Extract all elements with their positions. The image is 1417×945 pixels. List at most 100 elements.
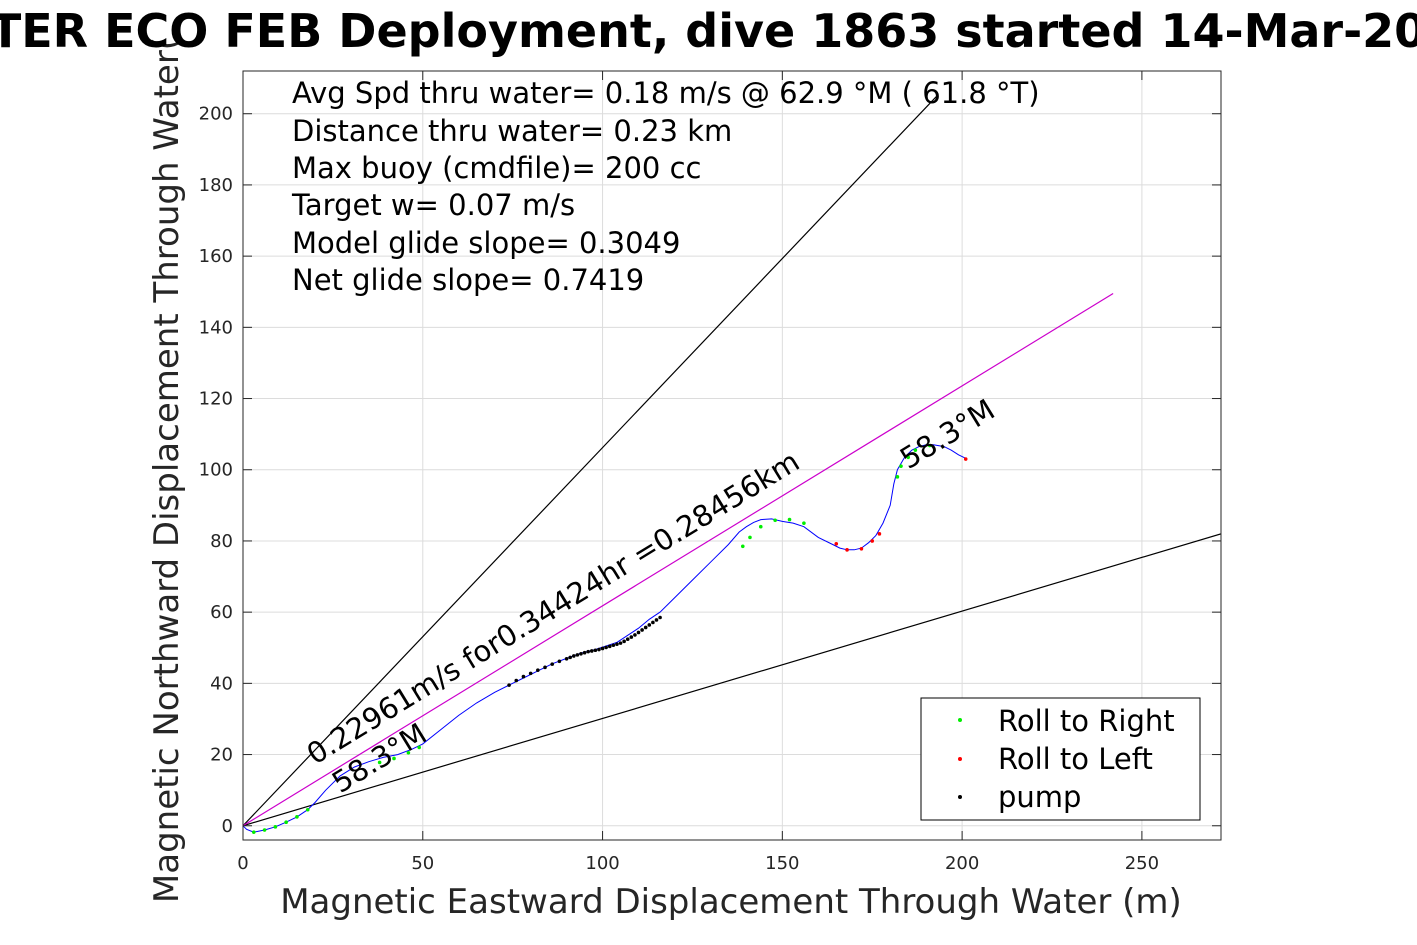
pump-point	[600, 646, 605, 651]
roll-right-point	[748, 535, 752, 540]
info-distance: Distance thru water= 0.23 km	[292, 114, 732, 148]
pump-point	[629, 635, 634, 639]
x-tick-label: 100	[585, 853, 619, 874]
pump-point	[607, 644, 612, 649]
pump-point	[636, 630, 641, 635]
lower-bound-line	[243, 533, 1221, 827]
legend-marker-pump	[958, 795, 962, 799]
x-tick-label: 50	[411, 853, 434, 874]
roll-right-point	[377, 760, 382, 765]
x-tick-label: 200	[945, 853, 979, 874]
pump-point	[564, 656, 569, 661]
pump-point	[514, 678, 519, 683]
info-box: Avg Spd thru water= 0.18 m/s @ 62.9 °M (…	[291, 76, 1040, 297]
tick-labels: 0 50 100 150 200 250 0 20 40 60 80 100 120 140 160 180 2…	[199, 104, 1159, 874]
pump-point	[593, 648, 598, 653]
pump-point	[633, 633, 637, 637]
y-tick-label: 100	[199, 460, 233, 481]
upper-bound-line	[243, 95, 938, 827]
pump-point	[521, 674, 526, 679]
pump-point	[597, 647, 601, 652]
y-tick-label: 120	[199, 389, 233, 410]
pump-point	[589, 649, 594, 653]
y-tick-label: 160	[199, 246, 233, 267]
x-tick-label: 0	[237, 853, 248, 874]
legend-box	[920, 697, 1201, 821]
reference-lines	[243, 95, 1221, 827]
pump-point	[651, 620, 655, 625]
roll-right-point	[758, 524, 763, 529]
roll-left-point	[870, 539, 875, 543]
y-tick-label: 140	[199, 317, 233, 338]
pump-point	[654, 618, 659, 622]
roll-left-point	[845, 548, 849, 552]
y-tick-label: 0	[222, 816, 233, 837]
info-net-glide-slope: Net glide slope= 0.7419	[292, 263, 644, 297]
pump-point	[586, 649, 590, 654]
x-axis-label: Magnetic Eastward Displacement Through W…	[280, 882, 1182, 922]
info-model-glide-slope: Model glide slope= 0.3049	[292, 226, 680, 260]
pump-point	[575, 653, 580, 657]
pump-point	[604, 645, 608, 650]
pump-point	[528, 671, 533, 676]
roll-right-point	[417, 745, 421, 750]
info-avg-speed: Avg Spd thru water= 0.18 m/s @ 62.9 °M (…	[292, 76, 1040, 110]
y-tick-label: 180	[199, 175, 233, 196]
pump-point	[557, 659, 562, 664]
roll-right-point	[284, 820, 288, 824]
pump-point	[625, 637, 630, 642]
track-group	[242, 444, 966, 833]
legend-label-roll-right: Roll to Right	[998, 704, 1175, 738]
roll-right-point	[262, 828, 267, 832]
roll-right-point	[787, 517, 792, 522]
pump-point	[571, 654, 576, 658]
pump-point	[611, 643, 616, 648]
pump-point	[647, 623, 652, 627]
y-tick-label: 200	[199, 104, 233, 125]
x-tick-label: 250	[1125, 853, 1159, 874]
pump-point	[622, 639, 626, 644]
pump-point	[579, 652, 583, 656]
pump-point	[618, 641, 623, 645]
roll-right-point	[895, 475, 900, 479]
roll-left-point	[859, 546, 864, 551]
roll-right-point	[295, 815, 299, 819]
pump-point	[507, 683, 511, 687]
y-tick-label: 40	[210, 673, 233, 694]
roll-right-point	[913, 448, 918, 452]
legend-label-roll-left: Roll to Left	[998, 742, 1153, 776]
roll-right-point	[273, 825, 278, 829]
info-target-w: Target w= 0.07 m/s	[291, 188, 575, 222]
roll-right-point	[773, 518, 777, 523]
y-tick-label: 60	[210, 602, 233, 623]
info-max-buoy: Max buoy (cmdfile)= 200 cc	[292, 151, 701, 185]
roll-right-point	[906, 455, 910, 460]
pump-point	[615, 642, 619, 646]
glider-track	[242, 444, 966, 833]
y-tick-label: 20	[210, 745, 233, 766]
tick-marks	[242, 71, 1221, 840]
roll-right-point	[251, 830, 256, 834]
roll-right-point	[392, 756, 396, 761]
pump-point	[568, 655, 572, 660]
roll-right-point	[740, 544, 745, 549]
pump-point	[536, 668, 540, 672]
roll-right-point	[927, 443, 932, 448]
pump-point	[543, 665, 547, 670]
roll-right-point	[305, 807, 310, 812]
roll-left-point	[834, 541, 839, 546]
legend-label-pump: pump	[998, 780, 1081, 814]
roll-left-point	[963, 457, 968, 461]
pump-point	[640, 628, 644, 632]
legend: Roll to Right Roll to Left pump	[920, 697, 1201, 821]
y-axis-label: Magnetic Northward Displacement Through …	[147, 37, 187, 903]
legend-marker-roll-right	[958, 718, 962, 722]
x-tick-label: 150	[765, 853, 799, 874]
data-points	[251, 443, 968, 834]
roll-right-point	[802, 521, 806, 525]
chart-title: TER ECO FEB Deployment, dive 1863 starte…	[0, 4, 1417, 58]
pump-point	[643, 625, 648, 630]
pump-point	[582, 650, 587, 655]
pump-point	[658, 615, 662, 620]
